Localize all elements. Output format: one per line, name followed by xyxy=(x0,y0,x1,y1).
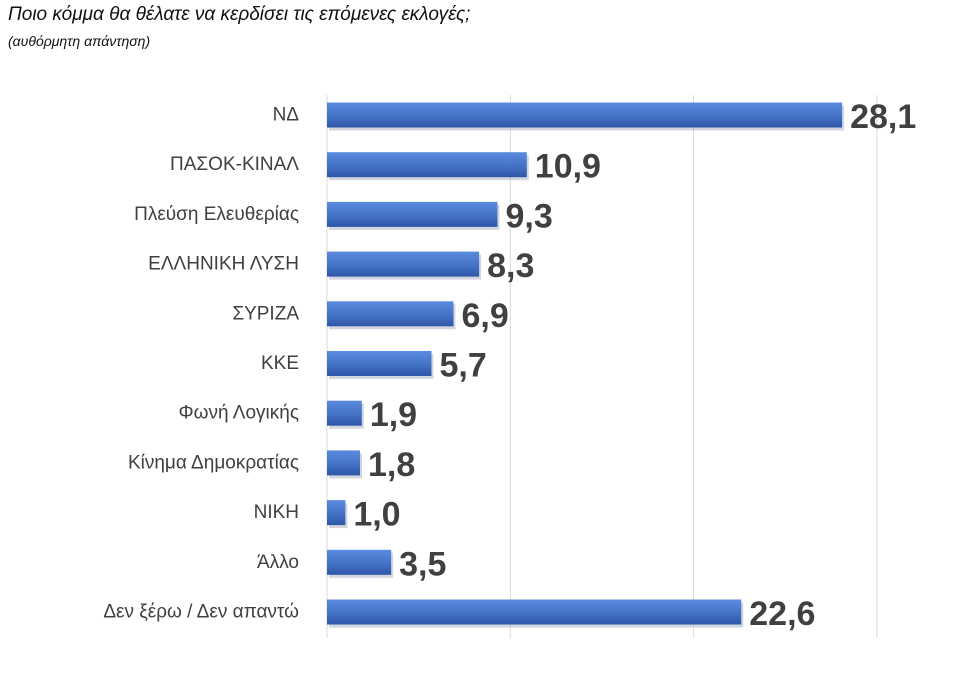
data-label: 9,3 xyxy=(505,197,552,235)
data-label: 3,5 xyxy=(399,545,446,583)
category-label: ΕΛΛΗΝΙΚΗ ΛΥΣΗ xyxy=(148,254,299,275)
bar xyxy=(327,351,432,376)
chart-subtitle: (αυθόρμητη απάντηση) xyxy=(8,33,151,49)
category-label: Δεν ξέρω / Δεν απαντώ xyxy=(103,602,299,623)
category-label: ΝΙΚΗ xyxy=(254,502,299,523)
bar xyxy=(327,201,498,227)
data-label: 1,8 xyxy=(368,446,415,484)
bar xyxy=(327,152,527,178)
data-label: 6,9 xyxy=(461,297,508,335)
bar xyxy=(327,500,346,526)
data-label: 22,6 xyxy=(749,595,815,633)
bar xyxy=(327,251,480,277)
category-label: Πλεύση Ελευθερίας xyxy=(134,204,299,225)
chart-title: Ποιο κόμμα θα θέλατε να κερδίσει τις επό… xyxy=(8,4,471,25)
category-label: ΣΥΡΙΖΑ xyxy=(232,303,299,324)
category-label: ΠΑΣΟΚ-ΚΙΝΑΛ xyxy=(170,154,299,175)
data-label: 5,7 xyxy=(439,347,486,385)
data-label: 8,3 xyxy=(487,247,534,285)
category-label: Κίνημα Δημοκρατίας xyxy=(128,452,299,473)
category-label: Φωνή Λογικής xyxy=(179,403,300,424)
bar xyxy=(327,450,360,476)
category-label: Άλλο xyxy=(257,552,299,573)
bar xyxy=(327,102,843,128)
bars xyxy=(327,102,845,628)
data-label: 1,9 xyxy=(370,396,417,434)
category-label: ΝΔ xyxy=(273,105,300,126)
bar xyxy=(327,599,742,625)
data-label: 1,0 xyxy=(353,496,400,534)
bar xyxy=(327,549,392,575)
data-label: 10,9 xyxy=(535,148,601,186)
data-label: 28,1 xyxy=(850,98,916,136)
bar xyxy=(327,400,362,426)
labels: ΝΔ 28,1 ΠΑΣΟΚ-ΚΙΝΑΛ 10,9 Πλεύση Ελευθερίας 9,… xyxy=(103,98,916,633)
category-label: ΚΚΕ xyxy=(261,353,299,374)
bar xyxy=(327,301,454,327)
